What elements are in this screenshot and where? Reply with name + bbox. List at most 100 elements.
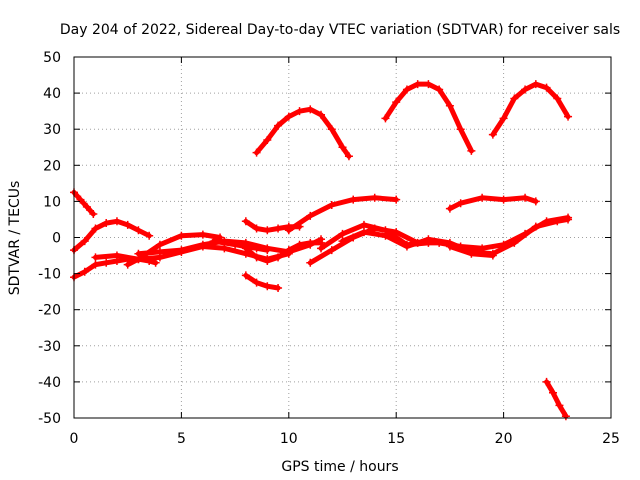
data-point	[467, 146, 476, 155]
series-line	[243, 272, 281, 291]
data-point	[89, 210, 98, 219]
y-tick-label: 10	[43, 194, 61, 210]
series-9	[241, 238, 326, 265]
data-point	[198, 230, 207, 239]
x-tick-label: 0	[70, 431, 79, 447]
data-point	[306, 105, 315, 114]
data-point	[306, 238, 315, 247]
data-point	[177, 246, 186, 255]
data-point	[402, 242, 411, 251]
ticks	[73, 56, 612, 419]
data-point	[145, 231, 154, 240]
tick-labels: 0 5 10 15 20 25 -50 -40 -30 -20 -10 0 10 20 30 40 50	[38, 50, 620, 447]
data-point	[555, 401, 564, 410]
data-point	[338, 229, 347, 238]
data-point	[274, 224, 283, 233]
data-point	[564, 215, 573, 224]
y-tick-label: -50	[38, 411, 61, 427]
data-point	[295, 240, 304, 249]
data-point	[91, 253, 100, 262]
data-point	[531, 80, 540, 89]
data-point	[284, 226, 293, 235]
x-tick-label: 5	[177, 431, 186, 447]
data-point	[252, 148, 261, 157]
data-point	[531, 222, 540, 231]
y-tick-label: 50	[43, 50, 61, 66]
y-tick-label: -20	[38, 303, 61, 319]
data-point	[424, 80, 433, 89]
data-point	[344, 152, 353, 161]
data-point	[549, 388, 558, 397]
data-point	[359, 220, 368, 229]
data-point	[424, 235, 433, 244]
data-point	[102, 258, 111, 267]
data-point	[553, 94, 562, 103]
data-point	[561, 412, 570, 421]
x-tick-label: 10	[280, 431, 298, 447]
x-tick-label: 25	[602, 431, 620, 447]
data-point	[80, 237, 89, 246]
data-point	[263, 256, 272, 265]
data-point	[488, 251, 497, 260]
series-15	[445, 193, 540, 213]
data-point	[155, 240, 164, 249]
data-point	[112, 251, 121, 260]
series-20	[542, 377, 570, 421]
data-point	[252, 244, 261, 253]
data-point	[231, 240, 240, 249]
data-point	[435, 85, 444, 94]
data-point	[263, 136, 272, 145]
data-point	[317, 244, 326, 253]
data-point	[284, 246, 293, 255]
series-line	[71, 189, 96, 217]
data-point	[91, 260, 100, 269]
series-14	[445, 242, 497, 260]
x-tick-label: 15	[387, 431, 405, 447]
data-point	[499, 114, 508, 123]
series-line	[544, 379, 569, 419]
data-point	[252, 253, 261, 262]
data-point	[327, 125, 336, 134]
data-point	[263, 226, 272, 235]
data-point	[155, 247, 164, 256]
data-point	[252, 224, 261, 233]
data-point	[521, 85, 530, 94]
data-point	[263, 282, 272, 291]
data-point	[274, 121, 283, 130]
y-tick-label: 30	[43, 122, 61, 138]
data-point	[306, 258, 315, 267]
data-point	[359, 228, 368, 237]
y-tick-label: 0	[52, 231, 61, 247]
data-point	[445, 101, 454, 110]
data-point	[82, 202, 91, 211]
data-point	[370, 193, 379, 202]
data-point	[220, 238, 229, 247]
series-10	[284, 193, 401, 235]
data-layer	[70, 80, 573, 421]
data-point	[445, 242, 454, 251]
data-point	[76, 195, 85, 204]
data-point	[134, 249, 143, 258]
data-point	[134, 226, 143, 235]
x-tick-label: 20	[495, 431, 513, 447]
data-point	[402, 85, 411, 94]
y-axis-label: SDTVAR / TECUs	[7, 181, 23, 296]
data-point	[112, 217, 121, 226]
series-line	[71, 218, 152, 253]
data-point	[327, 201, 336, 210]
data-point	[553, 217, 562, 226]
series-7	[209, 237, 272, 255]
data-point	[263, 246, 272, 255]
data-point	[177, 231, 186, 240]
chart-title: Day 204 of 2022, Sidereal Day-to-day VTE…	[60, 22, 620, 38]
data-point	[306, 211, 315, 220]
series-19	[488, 80, 573, 139]
data-point	[392, 195, 401, 204]
series-line	[490, 81, 571, 138]
data-point	[284, 112, 293, 121]
series-16	[241, 271, 283, 293]
data-point	[445, 204, 454, 213]
data-point	[392, 98, 401, 107]
data-point	[381, 114, 390, 123]
